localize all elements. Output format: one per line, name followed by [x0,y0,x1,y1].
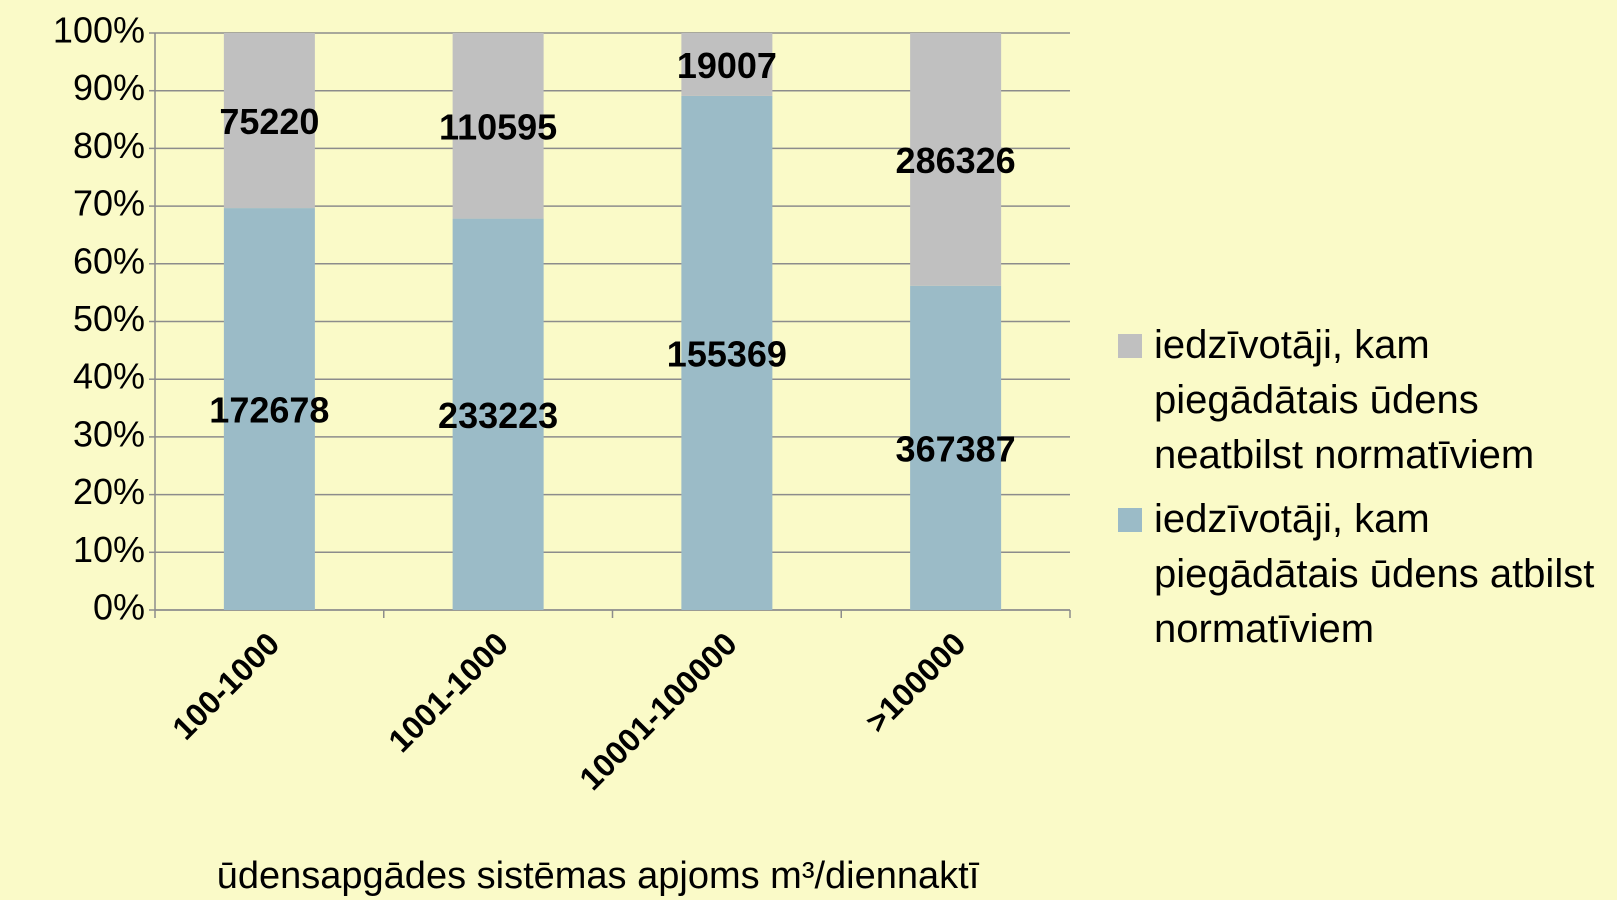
x-axis-label: ūdensapgādes sistēmas apjoms m³/diennakt… [217,855,980,897]
data-label: 75220 [219,101,319,142]
x-tick-label: 1001-1000 [381,625,515,759]
bar-segment [223,208,315,610]
legend-swatch [1118,334,1142,358]
legend-label: iedzīvotāji, kam piegādātais ūdens neatb… [1154,323,1535,477]
y-tick-label: 10% [73,529,145,570]
y-tick-label: 0% [93,587,145,628]
x-tick-label: >100000 [858,625,972,739]
data-label: 286326 [896,140,1016,181]
y-tick-label: 90% [73,67,145,108]
legend-entry: iedzīvotāji, kam piegādātais ūdens neatb… [1118,318,1613,483]
data-label: 155369 [667,333,787,374]
legend-swatch [1118,508,1142,532]
bar-segment [223,33,315,209]
y-tick-label: 80% [73,125,145,166]
data-label: 110595 [439,106,557,147]
y-tick-label: 20% [73,471,145,512]
data-label: 233223 [438,395,558,436]
bar-segment [452,33,544,219]
y-tick-label: 30% [73,413,145,454]
y-tick-label: 50% [73,298,145,339]
y-tick-label: 70% [73,183,145,224]
x-tick-label: 100-1000 [165,625,286,746]
y-tick-label: 60% [73,240,145,281]
y-tick-label: 100% [53,10,145,51]
x-tick-label: 10001-100000 [572,625,743,796]
legend-label: iedzīvotāji, kam piegādātais ūdens atbil… [1154,497,1595,651]
data-label: 19007 [677,45,777,86]
bar-segment [681,33,773,96]
legend-entry: iedzīvotāji, kam piegādātais ūdens atbil… [1118,492,1613,657]
data-label: 367387 [896,428,1016,469]
data-label: 172678 [209,390,329,431]
bar-segment [681,95,773,610]
bar-segment [910,33,1002,286]
y-tick-label: 40% [73,356,145,397]
bar-segment [910,285,1002,610]
bar-segment [452,218,544,610]
